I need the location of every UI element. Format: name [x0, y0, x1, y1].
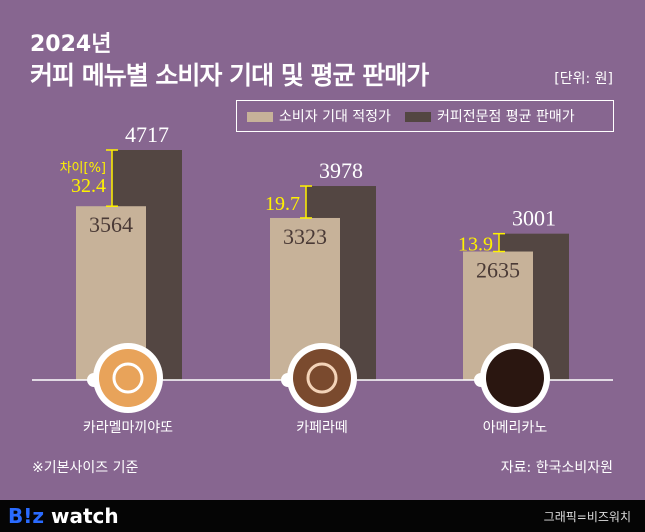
graphic-credit: 그래픽=비즈워치	[543, 510, 631, 524]
latte-art-icon	[306, 362, 338, 394]
difference-value: 13.9	[458, 234, 493, 256]
difference-value: 32.4	[71, 175, 106, 197]
bizwatch-logo: B!z watch	[8, 504, 119, 528]
footer-bar: B!z watch 그래픽=비즈워치	[0, 500, 645, 532]
latte-art-icon	[112, 362, 144, 394]
cup-handle-icon	[87, 373, 101, 387]
coffee-surface-icon	[486, 349, 544, 407]
chart-title: 커피 메뉴별 소비자 기대 및 평균 판매가	[30, 61, 429, 90]
source: 자료: 한국소비자원	[500, 460, 613, 476]
unit-label: [단위: 원]	[554, 71, 613, 87]
legend-item-expected: 소비자 기대 적정가	[247, 106, 391, 126]
value-label-expected: 3564	[89, 212, 133, 237]
cup-handle-icon	[281, 373, 295, 387]
chart-year: 2024년	[30, 32, 112, 57]
coffee-surface-icon	[293, 349, 351, 407]
legend-label: 커피전문점 평균 판매가	[436, 109, 575, 125]
legend: 소비자 기대 적정가 커피전문점 평균 판매가	[236, 100, 614, 132]
coffee-surface-icon	[99, 349, 157, 407]
category-label: 카라멜마끼야또	[83, 420, 173, 436]
legend-label: 소비자 기대 적정가	[279, 109, 391, 125]
cup-handle-icon	[474, 373, 488, 387]
value-label-average: 4717	[125, 122, 169, 147]
legend-item-average: 커피전문점 평균 판매가	[404, 106, 575, 126]
category-label: 카페라떼	[296, 420, 348, 436]
value-label-expected: 2635	[476, 258, 520, 283]
difference-label: 차이[%]	[60, 161, 106, 176]
value-label-average: 3978	[319, 158, 363, 183]
category-label: 아메리카노	[483, 420, 548, 436]
bar-chart: 4717 3564 32.4차이[%] 카라멜마끼야또 3978 3323 19.7 카페라떼…	[32, 122, 613, 436]
footnote: ※기본사이즈 기준	[32, 460, 139, 476]
difference-value: 19.7	[265, 193, 300, 215]
value-label-expected: 3323	[283, 224, 327, 249]
value-label-average: 3001	[512, 206, 556, 231]
